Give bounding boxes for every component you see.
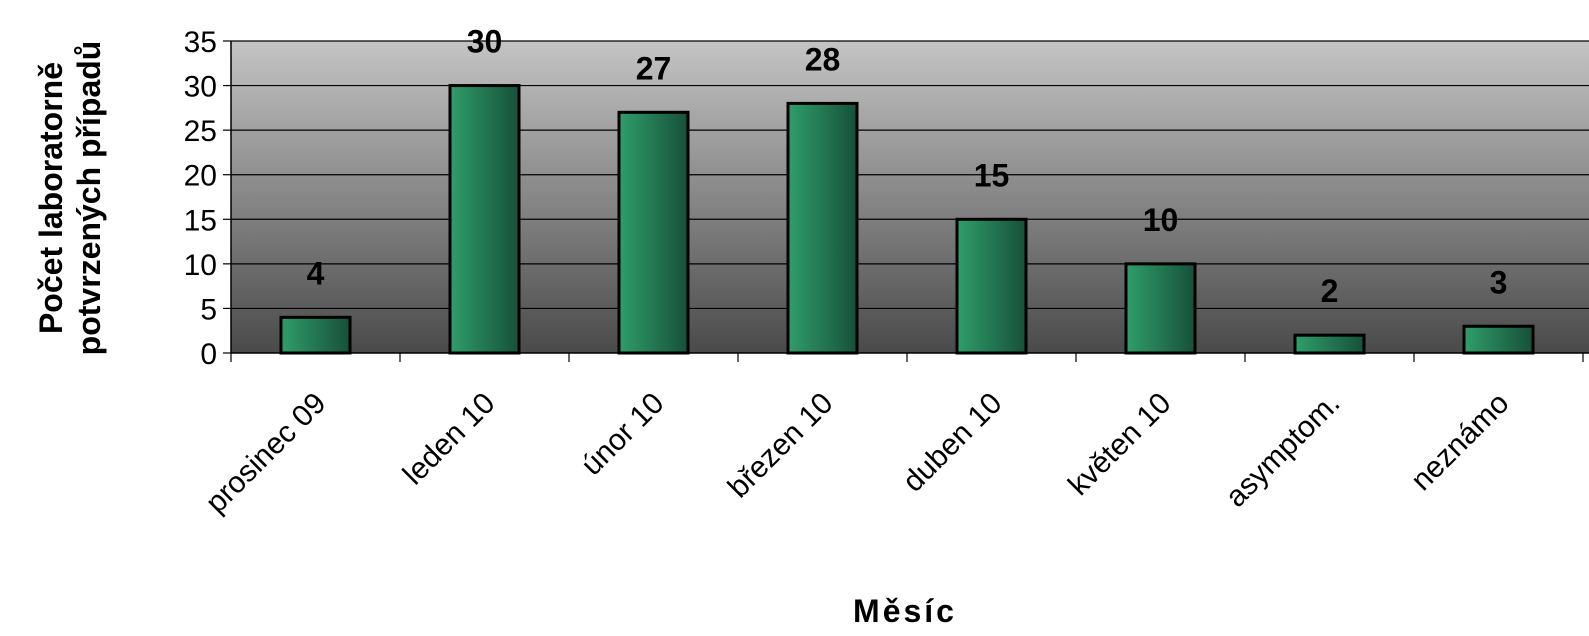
- y-tick-label: 0: [200, 338, 217, 371]
- data-label: 30: [467, 24, 503, 60]
- x-tick-labels: prosinec 09 leden 10 únor 10 březen 10 duben…: [199, 387, 1515, 520]
- data-label: 15: [974, 157, 1010, 193]
- data-label: 28: [805, 41, 841, 77]
- x-tick-label: březen 10: [722, 387, 840, 505]
- bar: [1124, 262, 1197, 355]
- data-label: 27: [636, 50, 672, 86]
- y-tick-label: 25: [184, 115, 217, 148]
- data-labels: 4 30 27 28 15 10 2 3: [307, 24, 1508, 310]
- axes: [230, 41, 1589, 362]
- x-axis-title: Měsíc: [853, 593, 957, 629]
- data-label: 10: [1143, 202, 1179, 238]
- data-label: 4: [307, 255, 325, 291]
- bar: [1462, 324, 1535, 355]
- bars: [279, 84, 1535, 355]
- y-tick-label: 30: [184, 71, 217, 104]
- x-tick-label: duben 10: [897, 387, 1009, 499]
- y-tick-labels: 0 5 10 15 20 25 30 35: [184, 26, 217, 371]
- x-tick-label: leden 10: [397, 387, 502, 492]
- y-axis-title-line: potvrzených případů: [71, 41, 107, 356]
- y-tick-label: 5: [200, 293, 217, 326]
- bar: [1293, 333, 1366, 355]
- bar: [955, 217, 1028, 355]
- x-tick-label: asymptom.: [1219, 387, 1346, 514]
- y-tick-label: 20: [184, 160, 217, 193]
- y-axis-title-line: Počet laboratorně: [33, 62, 69, 334]
- bar: [786, 101, 859, 355]
- x-tick-label: květen 10: [1062, 387, 1177, 502]
- x-tick-label: neznámo: [1405, 387, 1516, 498]
- y-tick-label: 10: [184, 249, 217, 282]
- x-tick-label: únor 10: [575, 387, 670, 482]
- y-tick-label: 15: [184, 204, 217, 237]
- y-tick-label: 35: [184, 26, 217, 59]
- bar: [279, 315, 352, 355]
- bar: [448, 84, 521, 355]
- y-axis-title: Počet laboratorněpotvrzených případů: [33, 41, 107, 356]
- bar: [617, 110, 690, 355]
- data-label: 3: [1490, 264, 1508, 300]
- plot-area: [231, 41, 1589, 353]
- x-tick-label: prosinec 09: [199, 387, 332, 520]
- data-label: 2: [1321, 273, 1339, 309]
